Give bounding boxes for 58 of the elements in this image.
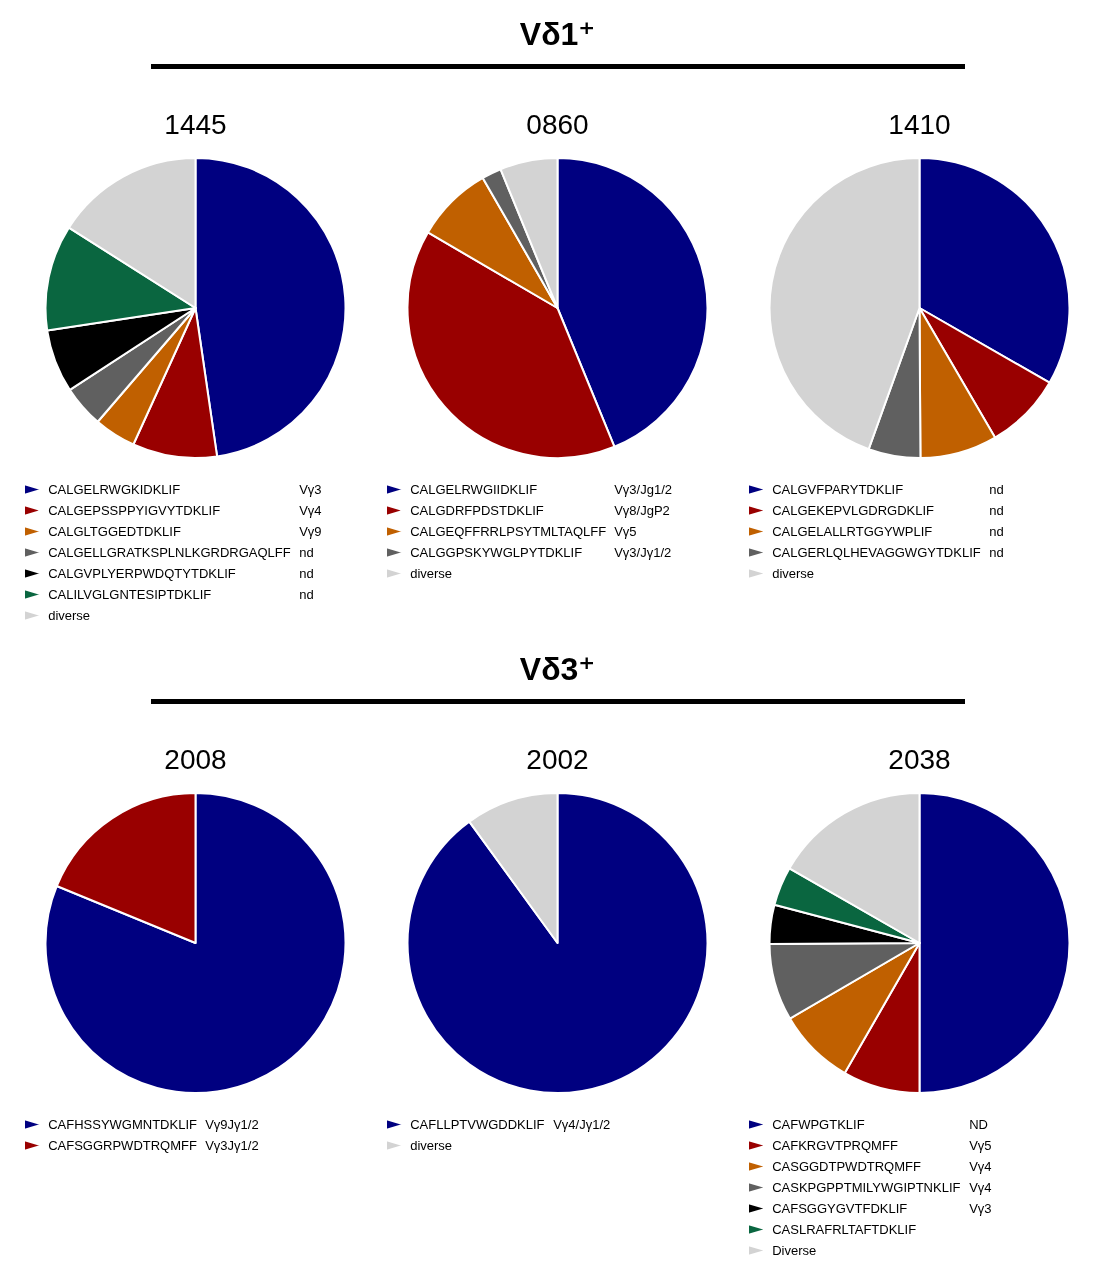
text: Vγ4/Jγ1/2 — [553, 1117, 611, 1132]
legend-label: diverse — [48, 608, 91, 623]
text: Vγ3/Jγ1/2 — [614, 545, 672, 560]
text: Vγ9Jγ1/2 — [205, 1117, 259, 1132]
legend-label: CASLRAFRLTAFTDKLIF — [772, 1222, 917, 1237]
legend-label: CALGLTGGEDTDKLIF — [48, 524, 181, 539]
chart-subtitle: Vδ1⁺ — [519, 15, 596, 54]
legend-label: diverse — [410, 1138, 453, 1153]
legend-label: CALGELRWGKIDKLIF — [48, 482, 181, 497]
text: Vγ8/JgP2 — [614, 503, 670, 518]
text: nd — [989, 482, 1004, 497]
legend-label: CAFHSSYWGMNTDKLIF — [48, 1117, 198, 1132]
legend-label: CALGEPSSPPYIGVYTDKLIF — [48, 503, 221, 518]
chart-title: 2038 — [888, 743, 951, 775]
legend-label: CAFLLPTVWGDDKLIF — [410, 1117, 545, 1132]
legend-label: CALGGPSKYWGLPYTDKLIF — [410, 545, 583, 560]
text: nd — [299, 587, 314, 602]
legend-label: CALGEKEPVLGDRGDKLIF — [772, 503, 935, 518]
legend-label: CALGEQFFRRLPSYTMLTAQLFF — [410, 524, 607, 539]
chart-title: 1410 — [888, 108, 951, 140]
text: Vγ4 — [299, 503, 322, 518]
text: nd — [989, 503, 1004, 518]
text: Vγ4 — [969, 1159, 992, 1174]
legend-label: CAFSGGYGVTFDKLIF — [772, 1201, 908, 1216]
text: Vγ4 — [969, 1180, 992, 1195]
legend-label: diverse — [410, 566, 453, 581]
legend-label: diverse — [772, 566, 815, 581]
legend-label: CALGDRFPDSTDKLIF — [410, 503, 544, 518]
legend-label: CAFSGGRPWDTRQMFF — [48, 1138, 197, 1153]
chart-title: 1445 — [164, 108, 227, 140]
legend-label: CASGGDTPWDTRQMFF — [772, 1159, 921, 1174]
text: Vγ3 — [969, 1201, 992, 1216]
text: nd — [299, 566, 314, 581]
legend-label: CAFWPGTKLIF — [772, 1117, 865, 1132]
chart-title: 2002 — [526, 743, 589, 775]
legend-label: Diverse — [772, 1243, 817, 1258]
text: Vγ9 — [299, 524, 322, 539]
legend-label: CALILVGLGNTESIPTDKLIF — [48, 587, 212, 602]
legend-label: CASKPGPPTMILYWGIPTNKLIF — [772, 1180, 961, 1195]
text: nd — [989, 524, 1004, 539]
text: nd — [989, 545, 1004, 560]
legend-label: CALGVPLYERPWDQTYTDKLIF — [48, 566, 236, 581]
text: Vγ3 — [299, 482, 322, 497]
legend-label: CALGELRWGIIDKLIF — [410, 482, 538, 497]
text: Vγ5 — [969, 1138, 992, 1153]
text: Vγ5 — [614, 524, 637, 539]
chart-subtitle: Vδ3⁺ — [519, 650, 596, 689]
text: nd — [299, 545, 314, 560]
legend-label: CALGELALLRTGGYWPLIF — [772, 524, 933, 539]
chart-title: 2008 — [164, 743, 227, 775]
legend-label: CALGERLQLHEVAGGWGYTDKLIF — [772, 545, 981, 560]
legend-label: CALGELLGRATKSPLNLKGRDRGAQLFF — [48, 545, 291, 560]
text: Vγ3Jγ1/2 — [205, 1138, 259, 1153]
text: Vγ3/Jg1/2 — [614, 482, 672, 497]
text: ND — [969, 1117, 988, 1132]
legend-label: CALGVFPARYTDKLIF — [772, 482, 904, 497]
chart-title: 0860 — [526, 108, 589, 140]
legend-label: CAFKRGVTPRQMFF — [772, 1138, 898, 1153]
